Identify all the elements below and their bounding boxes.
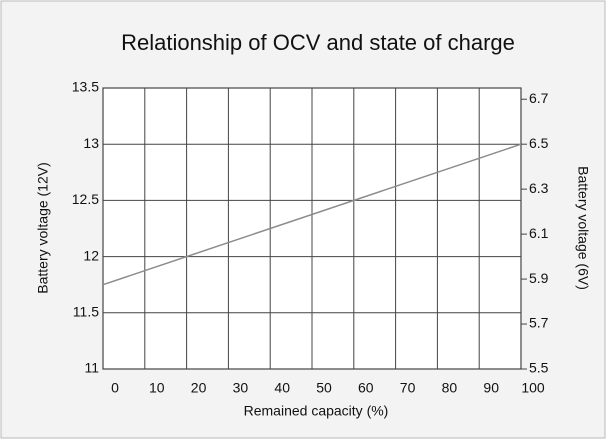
- y-axis-label: Battery voltage (12V): [35, 162, 51, 294]
- y2-tick-label: 6.3: [529, 180, 549, 196]
- x-tick-label: 60: [358, 380, 374, 396]
- x-axis-label: Remained capacity (%): [244, 403, 389, 419]
- y2-tick-label: 6.7: [529, 90, 549, 106]
- x-tick-label: 40: [274, 380, 290, 396]
- x-tick-label: 0: [111, 380, 119, 396]
- y-tick-label: 11.5: [73, 304, 99, 320]
- y-tick-label: 11: [84, 360, 99, 376]
- x-tick-label: 30: [233, 380, 249, 396]
- y2-tick-label: 5.9: [529, 270, 549, 286]
- y-tick-label: 12.5: [72, 191, 99, 207]
- plot-frame: [102, 87, 522, 370]
- x-tick-label: 20: [191, 380, 207, 396]
- y2-tick-label: 5.5: [529, 360, 549, 376]
- data-line: [102, 143, 522, 286]
- x-tick-label: 10: [149, 380, 165, 396]
- y2-tick-label: 6.1: [529, 225, 549, 241]
- x-tick-label: 90: [483, 380, 499, 396]
- chart-title: Relationship of OCV and state of charge: [121, 30, 515, 55]
- y-tick-label: 13.5: [72, 79, 99, 95]
- x-tick-label: 100: [521, 380, 545, 396]
- y2-tick-label: 6.5: [529, 135, 549, 151]
- x-tick-label: 50: [316, 380, 332, 396]
- y-tick-label: 12: [83, 247, 99, 263]
- y2-axis-label: Battery voltage (6V): [575, 166, 591, 290]
- x-tick-label: 80: [442, 380, 458, 396]
- x-tick-label: 70: [400, 380, 416, 396]
- y2-tick-label: 5.7: [529, 315, 549, 331]
- y-tick-label: 13: [83, 135, 99, 151]
